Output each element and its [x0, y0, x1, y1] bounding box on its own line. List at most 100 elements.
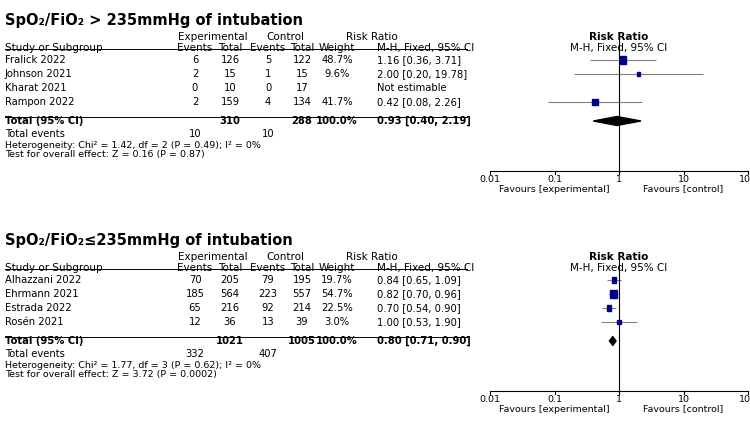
Text: 10: 10 — [677, 395, 689, 405]
Text: 17: 17 — [296, 83, 308, 93]
Text: 332: 332 — [185, 349, 205, 359]
Text: Events: Events — [251, 43, 286, 53]
Text: 1.16 [0.36, 3.71]: 1.16 [0.36, 3.71] — [377, 55, 461, 65]
Text: Favours [control]: Favours [control] — [644, 405, 724, 413]
Text: 216: 216 — [220, 303, 239, 313]
Text: 0: 0 — [192, 83, 198, 93]
Text: 15: 15 — [296, 69, 308, 79]
Text: Total events: Total events — [5, 349, 64, 359]
Text: 0.93 [0.40, 2.19]: 0.93 [0.40, 2.19] — [377, 116, 471, 126]
Text: Test for overall effect: Z = 3.72 (P = 0.0002): Test for overall effect: Z = 3.72 (P = 0… — [5, 371, 217, 379]
Text: 22.5%: 22.5% — [321, 303, 352, 313]
Text: Study or Subgroup: Study or Subgroup — [5, 43, 103, 53]
Text: 10: 10 — [224, 83, 236, 93]
Text: 134: 134 — [292, 97, 311, 107]
Text: Experimental: Experimental — [178, 32, 248, 42]
Text: Rampon 2022: Rampon 2022 — [5, 97, 74, 107]
Text: Control: Control — [266, 32, 304, 42]
Text: Events: Events — [177, 43, 213, 53]
Text: Total: Total — [217, 263, 242, 273]
Text: 0.1: 0.1 — [547, 176, 562, 184]
Text: 122: 122 — [292, 55, 311, 65]
Text: 288: 288 — [292, 116, 313, 126]
Text: Study or Subgroup: Study or Subgroup — [5, 263, 103, 273]
Text: 15: 15 — [224, 69, 236, 79]
Text: 70: 70 — [189, 275, 201, 285]
Text: 1: 1 — [616, 395, 622, 405]
Text: SpO₂/FiO₂ > 235mmHg of intubation: SpO₂/FiO₂ > 235mmHg of intubation — [5, 13, 303, 28]
Text: 6: 6 — [192, 55, 198, 65]
Text: 48.7%: 48.7% — [321, 55, 352, 65]
Text: 10: 10 — [262, 129, 274, 139]
Text: 0.84 [0.65, 1.09]: 0.84 [0.65, 1.09] — [377, 275, 460, 285]
Text: 39: 39 — [296, 317, 308, 327]
Text: 205: 205 — [220, 275, 239, 285]
Text: Ehrmann 2021: Ehrmann 2021 — [5, 289, 79, 299]
Text: Risk Ratio: Risk Ratio — [590, 32, 649, 42]
Text: 41.7%: 41.7% — [321, 97, 352, 107]
Text: 100: 100 — [739, 176, 750, 184]
Text: 19.7%: 19.7% — [321, 275, 352, 285]
Text: Events: Events — [251, 263, 286, 273]
Text: 2.00 [0.20, 19.78]: 2.00 [0.20, 19.78] — [377, 69, 467, 79]
Text: Kharat 2021: Kharat 2021 — [5, 83, 67, 93]
Text: 0: 0 — [265, 83, 272, 93]
Text: 0.82 [0.70, 0.96]: 0.82 [0.70, 0.96] — [377, 289, 460, 299]
Text: 1021: 1021 — [216, 336, 244, 346]
Text: Heterogeneity: Chi² = 1.42, df = 2 (P = 0.49); I² = 0%: Heterogeneity: Chi² = 1.42, df = 2 (P = … — [5, 141, 261, 149]
Text: Favours [control]: Favours [control] — [644, 184, 724, 194]
Text: 1: 1 — [265, 69, 272, 79]
Text: 407: 407 — [259, 349, 278, 359]
Text: 0.01: 0.01 — [479, 395, 500, 405]
Text: M-H, Fixed, 95% CI: M-H, Fixed, 95% CI — [570, 43, 668, 53]
Text: Risk Ratio: Risk Ratio — [346, 252, 398, 262]
Text: Weight: Weight — [319, 263, 356, 273]
Text: 13: 13 — [262, 317, 274, 327]
Text: Test for overall effect: Z = 0.16 (P = 0.87): Test for overall effect: Z = 0.16 (P = 0… — [5, 150, 205, 160]
Text: 310: 310 — [220, 116, 241, 126]
Bar — [592, 99, 598, 105]
Text: 10: 10 — [677, 176, 689, 184]
Text: Weight: Weight — [319, 43, 356, 53]
Text: 3.0%: 3.0% — [325, 317, 350, 327]
Text: 0.1: 0.1 — [547, 395, 562, 405]
Text: 2: 2 — [192, 97, 198, 107]
Text: 92: 92 — [262, 303, 274, 313]
Polygon shape — [593, 117, 641, 125]
Text: 100.0%: 100.0% — [316, 116, 358, 126]
Text: 195: 195 — [292, 275, 311, 285]
Text: M-H, Fixed, 95% CI: M-H, Fixed, 95% CI — [377, 263, 474, 273]
Bar — [617, 320, 620, 324]
Text: Total events: Total events — [5, 129, 64, 139]
Text: 4: 4 — [265, 97, 272, 107]
Bar — [610, 290, 616, 298]
Text: SpO₂/FiO₂≤235mmHg of intubation: SpO₂/FiO₂≤235mmHg of intubation — [5, 233, 292, 248]
Text: 54.7%: 54.7% — [321, 289, 352, 299]
Polygon shape — [610, 336, 616, 346]
Text: Total (95% CI): Total (95% CI) — [5, 116, 83, 126]
Text: 100: 100 — [739, 395, 750, 405]
Text: 2: 2 — [192, 69, 198, 79]
Text: 126: 126 — [220, 55, 239, 65]
Text: 0.70 [0.54, 0.90]: 0.70 [0.54, 0.90] — [377, 303, 460, 313]
Text: Favours [experimental]: Favours [experimental] — [500, 184, 610, 194]
Bar — [607, 305, 611, 311]
Text: Estrada 2022: Estrada 2022 — [5, 303, 72, 313]
Text: 9.6%: 9.6% — [324, 69, 350, 79]
Text: Favours [experimental]: Favours [experimental] — [500, 405, 610, 413]
Text: 0.42 [0.08, 2.26]: 0.42 [0.08, 2.26] — [377, 97, 460, 107]
Text: Experimental: Experimental — [178, 252, 248, 262]
Text: 1: 1 — [616, 176, 622, 184]
Text: 0.01: 0.01 — [479, 176, 500, 184]
Text: 564: 564 — [220, 289, 239, 299]
Text: 159: 159 — [220, 97, 239, 107]
Text: 65: 65 — [189, 303, 201, 313]
Text: Control: Control — [266, 252, 304, 262]
Text: 0.80 [0.71, 0.90]: 0.80 [0.71, 0.90] — [377, 336, 471, 346]
Text: 223: 223 — [259, 289, 278, 299]
Text: 10: 10 — [189, 129, 201, 139]
Text: 100.0%: 100.0% — [316, 336, 358, 346]
Text: Heterogeneity: Chi² = 1.77, df = 3 (P = 0.62); I² = 0%: Heterogeneity: Chi² = 1.77, df = 3 (P = … — [5, 361, 261, 370]
Text: Total (95% CI): Total (95% CI) — [5, 336, 83, 346]
Bar — [637, 72, 640, 76]
